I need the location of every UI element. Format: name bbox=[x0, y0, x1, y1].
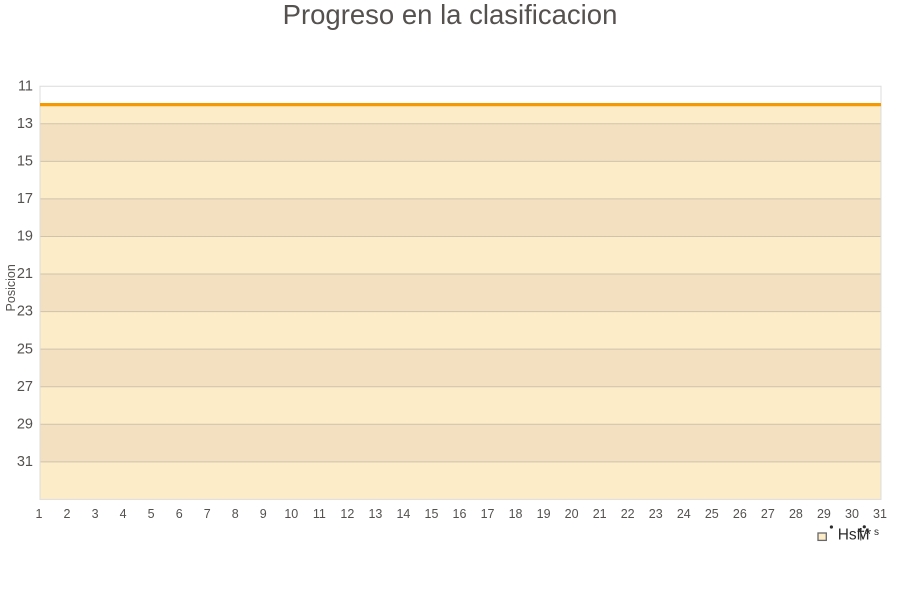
svg-text:9: 9 bbox=[260, 507, 267, 521]
svg-text:13: 13 bbox=[368, 507, 382, 521]
svg-text:29: 29 bbox=[817, 507, 831, 521]
svg-text:s: s bbox=[874, 527, 879, 538]
svg-text:21: 21 bbox=[17, 266, 33, 282]
svg-text:3: 3 bbox=[92, 507, 99, 521]
svg-text:2: 2 bbox=[64, 507, 71, 521]
svg-text:30: 30 bbox=[845, 507, 859, 521]
svg-text:Posicion: Posicion bbox=[4, 264, 18, 311]
svg-text:11: 11 bbox=[18, 78, 33, 94]
svg-text:6: 6 bbox=[176, 507, 183, 521]
svg-text:10: 10 bbox=[284, 507, 298, 521]
svg-text:24: 24 bbox=[677, 507, 691, 521]
svg-text:19: 19 bbox=[17, 229, 33, 245]
svg-text:27: 27 bbox=[17, 379, 33, 395]
svg-text:19: 19 bbox=[537, 507, 551, 521]
svg-text:11: 11 bbox=[313, 507, 326, 521]
svg-text:31: 31 bbox=[17, 454, 33, 470]
svg-text:12: 12 bbox=[340, 507, 354, 521]
svg-text:15: 15 bbox=[17, 153, 33, 169]
svg-text:27: 27 bbox=[761, 507, 775, 521]
svg-text:22: 22 bbox=[621, 507, 635, 521]
svg-text:15: 15 bbox=[425, 507, 439, 521]
svg-text:28: 28 bbox=[789, 507, 803, 521]
svg-text:16: 16 bbox=[453, 507, 467, 521]
svg-text:23: 23 bbox=[17, 304, 33, 320]
svg-text:17: 17 bbox=[481, 507, 495, 521]
svg-text:18: 18 bbox=[509, 507, 523, 521]
svg-text:25: 25 bbox=[17, 341, 33, 357]
svg-text:20: 20 bbox=[565, 507, 579, 521]
svg-text:13: 13 bbox=[17, 116, 33, 132]
svg-text:4: 4 bbox=[120, 507, 127, 521]
svg-text:8: 8 bbox=[232, 507, 239, 521]
svg-text:†*: †* bbox=[857, 527, 872, 544]
svg-text:7: 7 bbox=[204, 507, 211, 521]
svg-text:25: 25 bbox=[705, 507, 719, 521]
svg-text:26: 26 bbox=[733, 507, 747, 521]
svg-text:21: 21 bbox=[593, 507, 607, 521]
svg-text:1: 1 bbox=[36, 507, 43, 521]
svg-text:17: 17 bbox=[17, 191, 33, 207]
svg-text:14: 14 bbox=[396, 507, 410, 521]
svg-text:31: 31 bbox=[873, 507, 887, 521]
svg-text:29: 29 bbox=[17, 416, 33, 432]
svg-text:23: 23 bbox=[649, 507, 663, 521]
svg-text:5: 5 bbox=[148, 507, 155, 521]
